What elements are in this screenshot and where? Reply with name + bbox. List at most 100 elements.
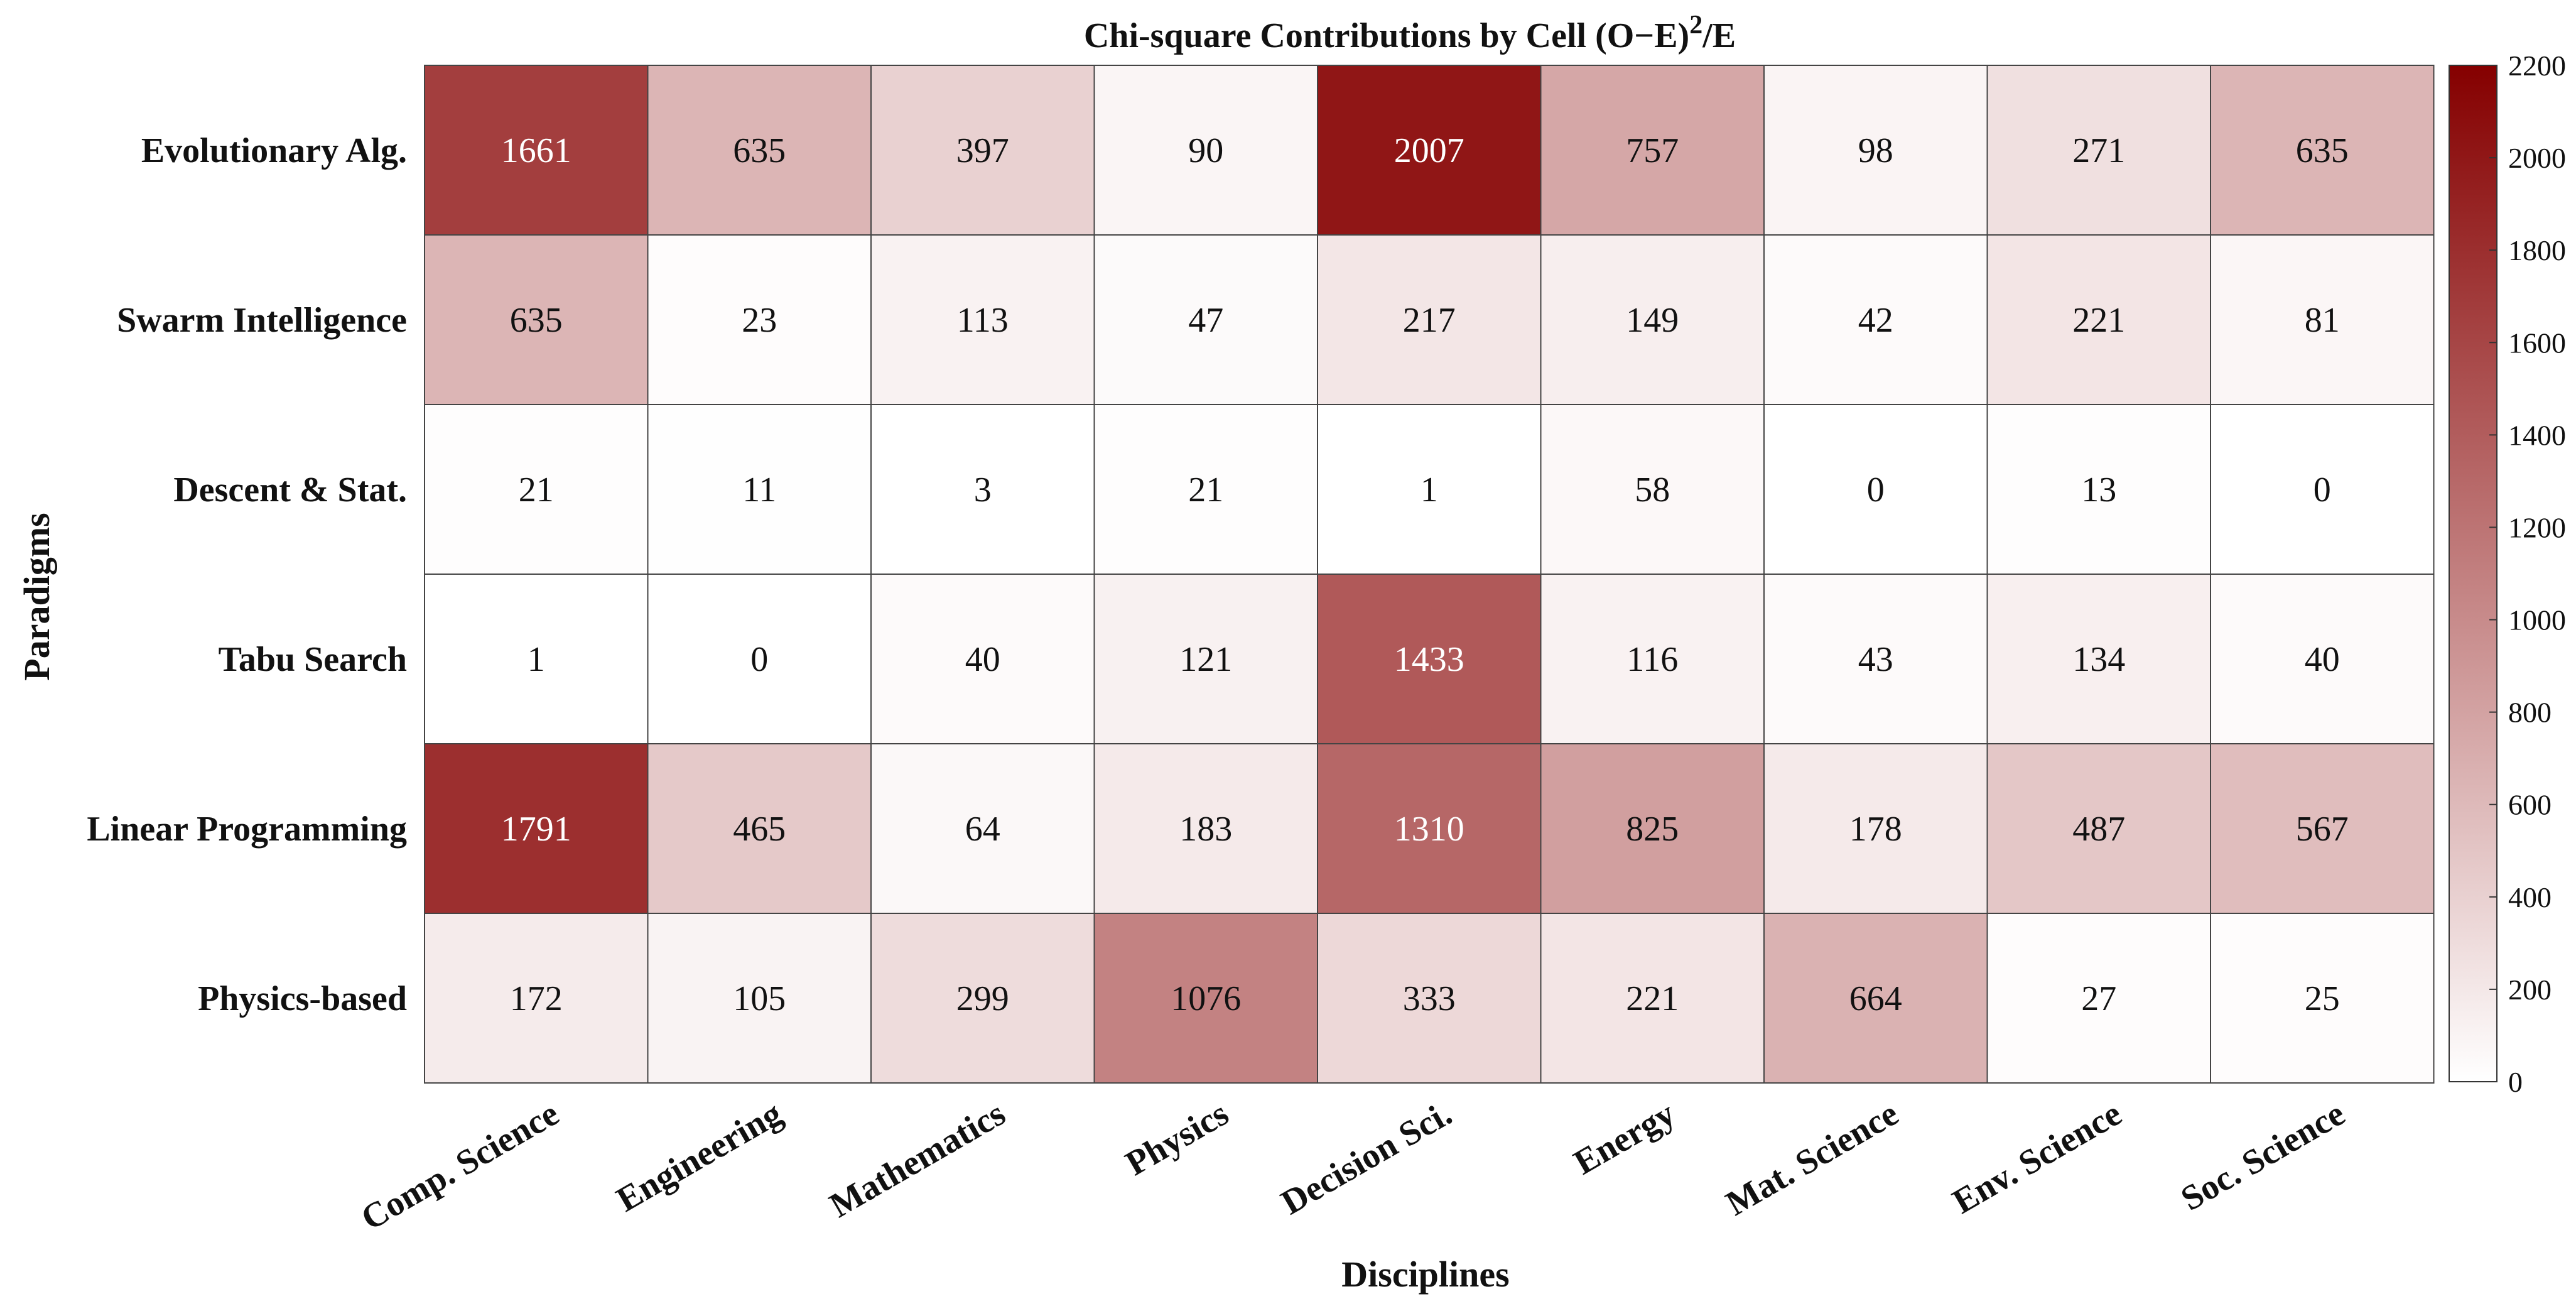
heatmap-cell (1540, 743, 1765, 914)
cell-value-label: 0 (2314, 470, 2331, 509)
cell-value-label: 40 (965, 640, 1000, 679)
heatmap-cell (1763, 743, 1988, 914)
colorbar-tick-label: 1200 (2508, 511, 2566, 543)
heatmap-cell (1093, 574, 1318, 744)
row-labels: Evolutionary Alg. Swarm Intelligence Desce… (87, 131, 407, 1018)
column-label: Mathematics (823, 1094, 1012, 1226)
row-label: Swarm Intelligence (117, 301, 407, 340)
cell-value-label: 221 (2072, 301, 2125, 340)
colorbar (2449, 65, 2498, 1082)
cell-value-label: 299 (956, 979, 1009, 1018)
cell-value-label: 221 (1626, 979, 1679, 1018)
cell-value-label: 113 (957, 301, 1009, 340)
colorbar-tick-label: 2000 (2508, 142, 2566, 174)
heatmap-cell (424, 65, 649, 236)
colorbar-tick-label: 800 (2508, 697, 2552, 729)
heatmap-cell (870, 65, 1095, 236)
cell-value-label: 40 (2305, 640, 2340, 679)
heatmap-cell (647, 574, 872, 744)
heatmap-cell (1093, 65, 1318, 236)
cell-value-label: 664 (1849, 979, 1902, 1018)
heatmap-cell (1986, 65, 2211, 236)
row-label: Linear Programming (87, 810, 407, 849)
heatmap-cell (2210, 913, 2435, 1084)
cell-value-label: 21 (1188, 470, 1223, 509)
cell-value-label: 1 (1421, 470, 1438, 509)
cell-value-label: 635 (510, 301, 563, 340)
column-label: Env. Science (1946, 1094, 2128, 1222)
cell-value-label: 23 (742, 301, 777, 340)
heatmap-cell (2210, 743, 2435, 914)
column-label: Engineering (610, 1094, 788, 1220)
heatmap-cell (2210, 404, 2435, 575)
chart-title-main: Chi-square Contributions by Cell (O−E) (1084, 16, 1689, 55)
cell-value-label: 149 (1626, 301, 1679, 340)
heatmap-cell (424, 743, 649, 914)
heatmap-cell (1093, 404, 1318, 575)
cell-value-label: 183 (1179, 810, 1232, 849)
heatmap-cell (1317, 65, 1542, 236)
cell-value-label: 98 (1858, 131, 1893, 170)
heatmap-cell (1986, 574, 2211, 744)
cell-value-label: 271 (2072, 131, 2125, 170)
heatmap-cell (1540, 65, 1765, 236)
heatmap-cell (870, 404, 1095, 575)
colorbar-tick-label: 1800 (2508, 234, 2566, 266)
cell-value-label: 3 (974, 470, 992, 509)
column-label: Mat. Science (1719, 1094, 1905, 1224)
heatmap-cell (1093, 913, 1318, 1084)
cell-value-label: 1310 (1394, 810, 1464, 849)
cell-value-label: 1433 (1394, 640, 1464, 679)
cell-value-label: 567 (2296, 810, 2349, 849)
colorbar-ticks: 0 200 400 600 800 1000 1200 1400 1600 1800 2000 220… (2489, 50, 2566, 1098)
cell-value-label: 635 (2296, 131, 2349, 170)
heatmap-cell (1317, 913, 1542, 1084)
cell-value-label: 333 (1403, 979, 1456, 1018)
row-label: Tabu Search (219, 640, 407, 679)
cell-value-label: 825 (1626, 810, 1679, 849)
heatmap-cell (424, 574, 649, 744)
heatmap-cell (2210, 234, 2435, 405)
cell-value-label: 58 (1635, 470, 1670, 509)
cell-value-label: 27 (2081, 979, 2116, 1018)
heatmap-cell (1540, 234, 1765, 405)
colorbar-tick-label: 1000 (2508, 604, 2566, 636)
row-label: Descent & Stat. (173, 470, 407, 509)
row-label: Evolutionary Alg. (141, 131, 407, 170)
colorbar-tick-label: 0 (2508, 1066, 2523, 1098)
heatmap-cell (1986, 743, 2211, 914)
cell-value-label: 1791 (501, 810, 571, 849)
heatmap-cell (647, 913, 872, 1084)
cell-value-label: 397 (956, 131, 1009, 170)
cell-value-label: 1 (528, 640, 545, 679)
column-label: Comp. Science (355, 1094, 565, 1238)
heatmap-cell (424, 404, 649, 575)
colorbar-tick-label: 1400 (2508, 419, 2566, 451)
y-axis-label: Paradigms (16, 513, 57, 680)
cell-value-label: 1076 (1171, 979, 1241, 1018)
heatmap-cell (647, 404, 872, 575)
cell-value-label: 116 (1626, 640, 1678, 679)
heatmap-cell (1986, 234, 2211, 405)
colorbar-tick-label: 200 (2508, 974, 2552, 1006)
cell-value-label: 487 (2072, 810, 2125, 849)
cell-value-label: 217 (1403, 301, 1456, 340)
column-label: Decision Sci. (1275, 1094, 1458, 1223)
colorbar-tick-label: 2200 (2508, 50, 2566, 82)
x-axis-label: Disciplines (1341, 1254, 1510, 1295)
heatmap-cell (1763, 234, 1988, 405)
heatmap-cell (647, 65, 872, 236)
cell-value-label: 0 (1867, 470, 1885, 509)
colorbar-tick-label: 600 (2508, 789, 2552, 821)
cell-value-label: 43 (1858, 640, 1893, 679)
colorbar-tick-label: 1600 (2508, 327, 2566, 359)
heatmap-cell (1093, 234, 1318, 405)
column-label: Soc. Science (2175, 1094, 2352, 1219)
heatmap-cell (1763, 65, 1988, 236)
cell-value-label: 1661 (501, 131, 571, 170)
heatmap-cell (424, 913, 649, 1084)
cell-value-label: 0 (750, 640, 768, 679)
